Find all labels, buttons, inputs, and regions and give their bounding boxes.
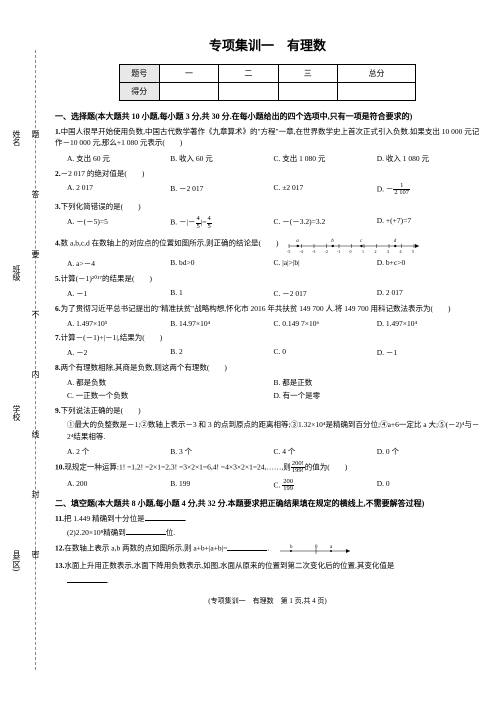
blank (126, 527, 166, 535)
label-class: 班级 (11, 265, 22, 281)
q8-opts: A. 都是负数B. 都是正数C. 一正数一个负数D. 有一个是零 (67, 376, 480, 402)
cut-text: 题 答 要 不 内 线 封 密 (30, 130, 41, 570)
q9-sub: ①最大的负整数是－1;②数轴上表示－3 和 3 的点到原点的距离相等;③1.32… (67, 419, 480, 442)
q1-opts: A. 支出 60 元 B. 收入 60 元 C. 支出 1 080 元 D. 收… (67, 152, 480, 165)
svg-text:4: 4 (400, 249, 402, 254)
svg-text:0: 0 (350, 249, 352, 254)
frac: 12 107 (393, 183, 410, 197)
q5: 5.计算(－1)²⁰¹⁷的结果是( ) (55, 273, 480, 284)
table-row: 得分 (119, 83, 416, 101)
blank (145, 513, 185, 521)
svg-text:5: 5 (412, 249, 414, 254)
th-col3: 三 (278, 65, 337, 83)
svg-text:b: b (290, 545, 293, 550)
svg-text:-5: -5 (287, 249, 290, 254)
frac: 200!199! (291, 461, 305, 475)
page-content: 专项集训一 有理数 题号 一 二 三 总分 得分 一、选择题(本大题共 10 小… (0, 0, 500, 626)
svg-text:-3: -3 (312, 249, 315, 254)
page-footer: (专项集训一 有理数 第 1 页,共 4 页) (55, 596, 480, 606)
page-title: 专项集训一 有理数 (55, 35, 480, 54)
q5-opts: A. －1B. 1C. －2 017D. 2 017 (67, 287, 480, 300)
label-name: 姓名 (11, 130, 22, 146)
q4: 4.数 a,b,c,d 在数轴上的对应点的位置如图所示,则正确的结论是( ) -… (55, 234, 480, 254)
q13: 13.水面上升用正数表示,水面下降用负数表示,如图,水面从原来的位置到第二次变化… (55, 560, 480, 571)
number-line-svg: -5 -4 -3 -2 -1 0 1 2 3 4 5 a b c d (284, 234, 424, 254)
table-row: 题号 一 二 三 总分 (119, 65, 416, 83)
q6-opts: A. 1.497×10⁵B. 14.97×10⁴C. 0.149 7×10⁶D.… (67, 318, 480, 329)
blank (67, 575, 107, 583)
q7-opts: A. －2B. 2C. 0D. －1 (67, 346, 480, 359)
q3: 3.下列化简错误的是( ) (55, 201, 480, 212)
section-b-head: 二、填空题(本大题共 8 小题,每小题 4 分,共 32 分.本题要求把正确结果… (55, 498, 480, 509)
svg-text:a: a (330, 545, 333, 550)
number-line2-svg: b 0 a (275, 541, 355, 557)
svg-text:a: a (297, 239, 300, 244)
q4-opts: A. a>－4 B. bd>0 C. |a|>|b| D. b+c>0 (67, 257, 480, 270)
q1: 1.中国人很早开始使用负数,中国古代数学著作《九章算术》的"方程"一章,在世界数… (55, 126, 480, 149)
svg-text:-2: -2 (325, 249, 328, 254)
th-col2: 二 (219, 65, 278, 83)
label-school: 学校 (11, 405, 22, 421)
q2-opts: A. 2 017 B. －2 017 C. ±2 017 D. －12 107 (67, 182, 480, 198)
svg-text:0: 0 (315, 545, 318, 550)
svg-text:b: b (332, 239, 335, 244)
blank (227, 543, 267, 551)
section-a-head: 一、选择题(本大题共 10 小题,每小题 3 分,共 30 分.在每小题给出的四… (55, 111, 480, 122)
q9-opts: A. 2 个B. 3 个C. 4 个D. 0 个 (67, 445, 480, 458)
q8: 8.两个有理数相除,其商是负数,则这两个有理数( ) (55, 362, 480, 373)
q12: 12.在数轴上表示 a,b 两数的点如图所示,则 a+b+|a+b|=. b0a (55, 541, 480, 557)
svg-text:c: c (360, 239, 363, 244)
q11-2: (2)2.20×10⁸精确到位. (67, 527, 480, 538)
q3-opts: A. －(－5)=5 B. －|－45|=45 C. －(－3.2)=3.2 D… (67, 215, 480, 231)
q11: 11.把 1.449 精确到十分位是. (55, 513, 480, 524)
q2: 2.－2 017 的绝对值是( ) (55, 168, 480, 179)
svg-text:3: 3 (387, 249, 389, 254)
svg-text:-4: -4 (300, 249, 303, 254)
svg-text:-1: -1 (337, 249, 340, 254)
th-col1: 一 (159, 65, 218, 83)
q10-opts: A. 200 B. 199 C. 200199 D. 0 (67, 478, 480, 494)
th-label: 题号 (119, 65, 159, 83)
q10: 10.现规定一种运算:1! =1,2! =2×1=2,3! =3×2×1=6,4… (55, 461, 480, 475)
td-label: 得分 (119, 83, 159, 101)
left-margin: 姓名 班级 学校 县(区) 题 答 要 不 内 线 封 密 (8, 130, 48, 630)
svg-text:d: d (394, 239, 397, 244)
score-table: 题号 一 二 三 总分 得分 (119, 64, 417, 101)
q7: 7.计算－(－1)+|－1|,结果为( ) (55, 332, 480, 343)
q6: 6.为了贯彻习近平总书记提出的"精准扶贫"战略构想,怀化市 2016 年共扶贫 … (55, 303, 480, 314)
label-county: 县(区) (11, 550, 22, 571)
q9: 9.下列说法正确的是( ) (55, 405, 480, 416)
svg-text:1: 1 (362, 249, 364, 254)
th-total: 总分 (337, 65, 415, 83)
svg-text:2: 2 (375, 249, 377, 254)
